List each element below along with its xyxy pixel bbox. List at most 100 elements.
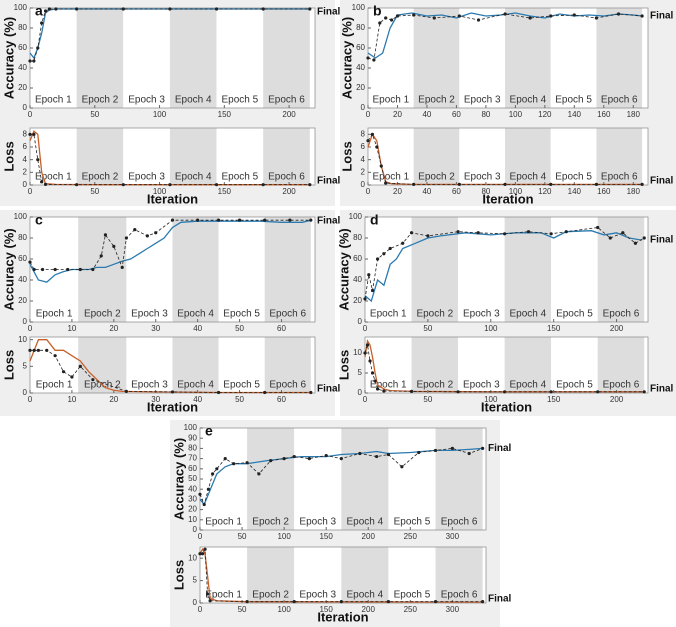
epoch-band	[172, 337, 219, 393]
epoch-band	[123, 8, 170, 108]
data-point	[47, 7, 52, 11]
epoch-label: Epoch 1	[370, 309, 407, 320]
data-point	[386, 600, 391, 604]
y-axis-label: Accuracy (%)	[339, 17, 354, 99]
epoch-label: Epoch 6	[441, 590, 478, 601]
data-point	[308, 7, 312, 11]
data-point	[367, 273, 371, 277]
epoch-label: Epoch 3	[463, 380, 500, 391]
data-point	[292, 600, 296, 604]
final-label: Final	[317, 384, 341, 395]
epoch-band	[435, 428, 483, 530]
data-point	[432, 16, 436, 20]
epoch-band	[247, 547, 295, 603]
data-point	[75, 183, 79, 187]
final-label: Final	[317, 7, 341, 18]
data-point	[168, 183, 172, 187]
data-point	[370, 132, 375, 136]
data-point	[112, 244, 116, 248]
data-point	[503, 182, 507, 186]
data-point	[28, 260, 32, 264]
data-point	[217, 390, 221, 395]
epoch-band	[413, 128, 460, 185]
x-tick-label: 140	[568, 110, 582, 119]
epoch-label: Epoch 1	[36, 309, 73, 320]
data-point	[202, 502, 206, 507]
y-tick-label: 8	[23, 129, 28, 138]
y-tick-label: 10	[18, 335, 27, 344]
data-point	[232, 462, 236, 466]
epoch-label: Epoch 5	[394, 590, 431, 601]
y-tick-label: 0	[361, 180, 366, 189]
epoch-label: Epoch 2	[416, 380, 453, 391]
x-tick-label: 50	[90, 110, 99, 119]
x-tick-label: 300	[446, 605, 460, 614]
data-point	[32, 59, 36, 63]
data-point	[257, 472, 261, 476]
x-tick-label: 40	[422, 110, 431, 119]
x-tick-label: 100	[484, 324, 498, 333]
data-point	[503, 12, 507, 16]
data-point	[401, 241, 405, 245]
data-point	[245, 600, 249, 604]
y-tick-label: 80	[18, 23, 27, 32]
data-point	[214, 7, 219, 11]
epoch-label: Epoch 4	[347, 590, 384, 601]
data-point	[70, 375, 74, 379]
panel-label: c	[35, 212, 43, 228]
epoch-band	[218, 337, 265, 393]
y-axis-label: Loss	[171, 560, 186, 590]
data-point	[78, 267, 82, 272]
x-tick-label: 0	[366, 110, 371, 119]
data-point	[456, 230, 460, 234]
x-tick-label: 50	[423, 395, 432, 404]
x-tick-label: 100	[153, 187, 167, 196]
epoch-band	[505, 128, 551, 185]
data-point	[75, 7, 79, 11]
x-tick-label: 200	[610, 324, 624, 333]
epoch-label: Epoch 6	[269, 380, 306, 391]
y-tick-label: 5	[23, 361, 28, 370]
data-point	[170, 218, 175, 222]
data-point	[208, 599, 212, 603]
data-point	[481, 600, 485, 604]
data-point	[481, 446, 485, 450]
x-tick-label: 100	[153, 110, 167, 119]
x-tick-label: 30	[151, 395, 160, 404]
x-tick-label: 0	[28, 324, 33, 333]
data-point	[549, 232, 553, 236]
x-tick-label: 0	[198, 532, 203, 541]
y-axis-label: Loss	[1, 141, 16, 171]
epoch-label: Epoch 2	[416, 309, 453, 320]
data-point	[40, 267, 45, 272]
x-tick-label: 0	[366, 187, 371, 196]
x-tick-label: 150	[218, 187, 232, 196]
y-tick-label: 20	[353, 296, 362, 305]
epoch-label: Epoch 1	[35, 172, 72, 183]
data-point	[205, 592, 210, 596]
epoch-label: Epoch 1	[370, 380, 407, 391]
epoch-band	[247, 428, 295, 530]
y-tick-label: 0	[358, 388, 363, 397]
data-point	[363, 351, 367, 355]
x-tick-label: 150	[547, 324, 561, 333]
y-tick-label: 8	[361, 129, 366, 138]
data-point	[124, 236, 128, 240]
epoch-label: Epoch 3	[299, 590, 336, 601]
data-point	[245, 461, 249, 465]
x-tick-label: 200	[610, 395, 624, 404]
y-tick-label: 10	[188, 515, 197, 524]
data-point	[32, 267, 36, 272]
epoch-label: Epoch 1	[36, 380, 73, 391]
data-point	[395, 14, 400, 18]
epoch-band	[172, 217, 219, 322]
y-tick-label: 0	[23, 317, 28, 326]
x-tick-label: 50	[238, 532, 247, 541]
epoch-band	[368, 128, 414, 185]
data-point	[28, 348, 32, 352]
epoch-label: Epoch 2	[418, 172, 455, 183]
y-tick-label: 5	[358, 368, 363, 377]
data-point	[572, 13, 576, 17]
epoch-band	[551, 217, 598, 322]
epoch-band	[263, 8, 310, 108]
